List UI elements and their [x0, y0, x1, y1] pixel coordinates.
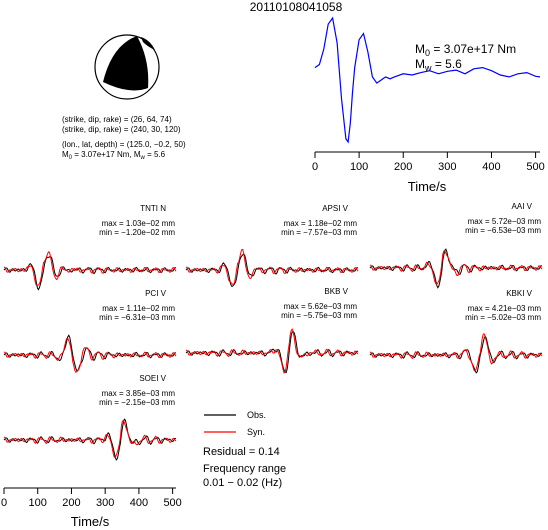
station-max: max = 3.85e−03 mm [102, 389, 176, 398]
stf-x-tick-label: 400 [482, 161, 500, 173]
stf-x-tick-label: 200 [394, 161, 412, 173]
residual-text: Residual = 0.14 [203, 446, 280, 458]
legend: Obs. Syn. Residual = 0.14 Frequency rang… [203, 410, 286, 489]
bottom-x-tick-label: 500 [163, 497, 181, 509]
stf-line [314, 16, 541, 144]
bottom-x-axis-label: Time/s [71, 514, 110, 529]
observed-waveform [3, 255, 177, 291]
mechanism-moment: M0 = 3.07e+17 Nm, Mw = 5.6 [62, 150, 166, 161]
station-name: KBKI V [506, 289, 532, 298]
station-max: max = 4.21e−03 mm [468, 304, 542, 313]
beachball [94, 34, 160, 100]
station-name: PCI V [145, 289, 167, 298]
beachball-compression-quadrant [103, 36, 149, 91]
station-name: SOEI V [139, 374, 166, 383]
stf-x-axis-label: Time/s [408, 179, 447, 194]
station-max: max = 5.62e−03 mm [284, 302, 358, 311]
station-name: AAI V [512, 202, 533, 211]
station-min: min = −6.53e−03 mm [465, 226, 541, 235]
stf-m0-label: M0 = 3.07e+17 Nm [415, 42, 516, 58]
bottom-x-tick-label: 400 [130, 497, 148, 509]
station-name: APSI V [322, 204, 348, 213]
bottom-x-tick-label: 300 [96, 497, 114, 509]
mechanism-text: (strike, dip, rake) = (26, 64, 74) (stri… [62, 115, 186, 161]
stf-x-tick-label: 100 [350, 161, 368, 173]
bottom-axis: 0 100 200 300 400 500 Time/s [1, 487, 182, 529]
legend-syn-label: Syn. [247, 427, 265, 437]
beachball-compression-small [141, 37, 155, 50]
station-max: max = 5.72e−03 mm [468, 217, 542, 226]
synthetic-waveform [3, 419, 177, 458]
stf-panel: M0 = 3.07e+17 Nm Mw = 5.6 0 100 200 300 400 5… [312, 16, 545, 194]
mechanism-location: (lon., lat, depth) = (125.0, −0.2, 50) [62, 140, 186, 149]
station-min: min = −5.02e−03 mm [465, 313, 541, 322]
station-min: min = −7.57e−03 mm [281, 228, 357, 237]
bottom-x-ticks: 0 100 200 300 400 500 [1, 488, 182, 509]
station-min: min = −1.20e−02 mm [99, 228, 175, 237]
observed-waveform [3, 334, 177, 372]
bottom-x-tick-label: 200 [62, 497, 80, 509]
figure-title: 20110108041058 [250, 0, 343, 14]
synthetic-waveform [3, 251, 177, 287]
stf-mw-label: Mw = 5.6 [415, 57, 462, 73]
station-min: min = −5.75e−03 mm [281, 311, 357, 320]
bottom-x-tick-label: 100 [29, 497, 47, 509]
synthetic-waveform [185, 248, 359, 286]
synthetic-waveform [3, 338, 177, 373]
bottom-x-tick-label: 0 [1, 497, 7, 509]
station-name: BKB V [324, 287, 348, 296]
station-min: min = −6.31e−03 mm [99, 313, 175, 322]
station-max: max = 1.11e−02 mm [102, 304, 175, 313]
station-min: min = −2.15e−03 mm [99, 398, 175, 407]
legend-obs-label: Obs. [247, 410, 266, 420]
stf-x-tick-label: 300 [438, 161, 456, 173]
stf-x-tick-label: 0 [312, 161, 318, 173]
mechanism-plane-2: (strike, dip, rake) = (240, 30, 120) [62, 125, 181, 134]
frequency-value: 0.01 − 0.02 (Hz) [203, 477, 282, 489]
frequency-title: Frequency range [203, 463, 286, 475]
synthetic-waveform [369, 333, 543, 372]
station-max: max = 1.03e−02 mm [102, 219, 176, 228]
station-max: max = 1.18e−02 mm [284, 219, 358, 228]
synthetic-waveform [185, 328, 359, 374]
synthetic-waveform [369, 250, 543, 285]
mechanism-plane-1: (strike, dip, rake) = (26, 64, 74) [62, 115, 172, 124]
station-name: TNTI N [140, 204, 166, 213]
stf-x-tick-label: 500 [526, 161, 544, 173]
stf-x-ticks: 0 100 200 300 400 500 [312, 152, 545, 173]
